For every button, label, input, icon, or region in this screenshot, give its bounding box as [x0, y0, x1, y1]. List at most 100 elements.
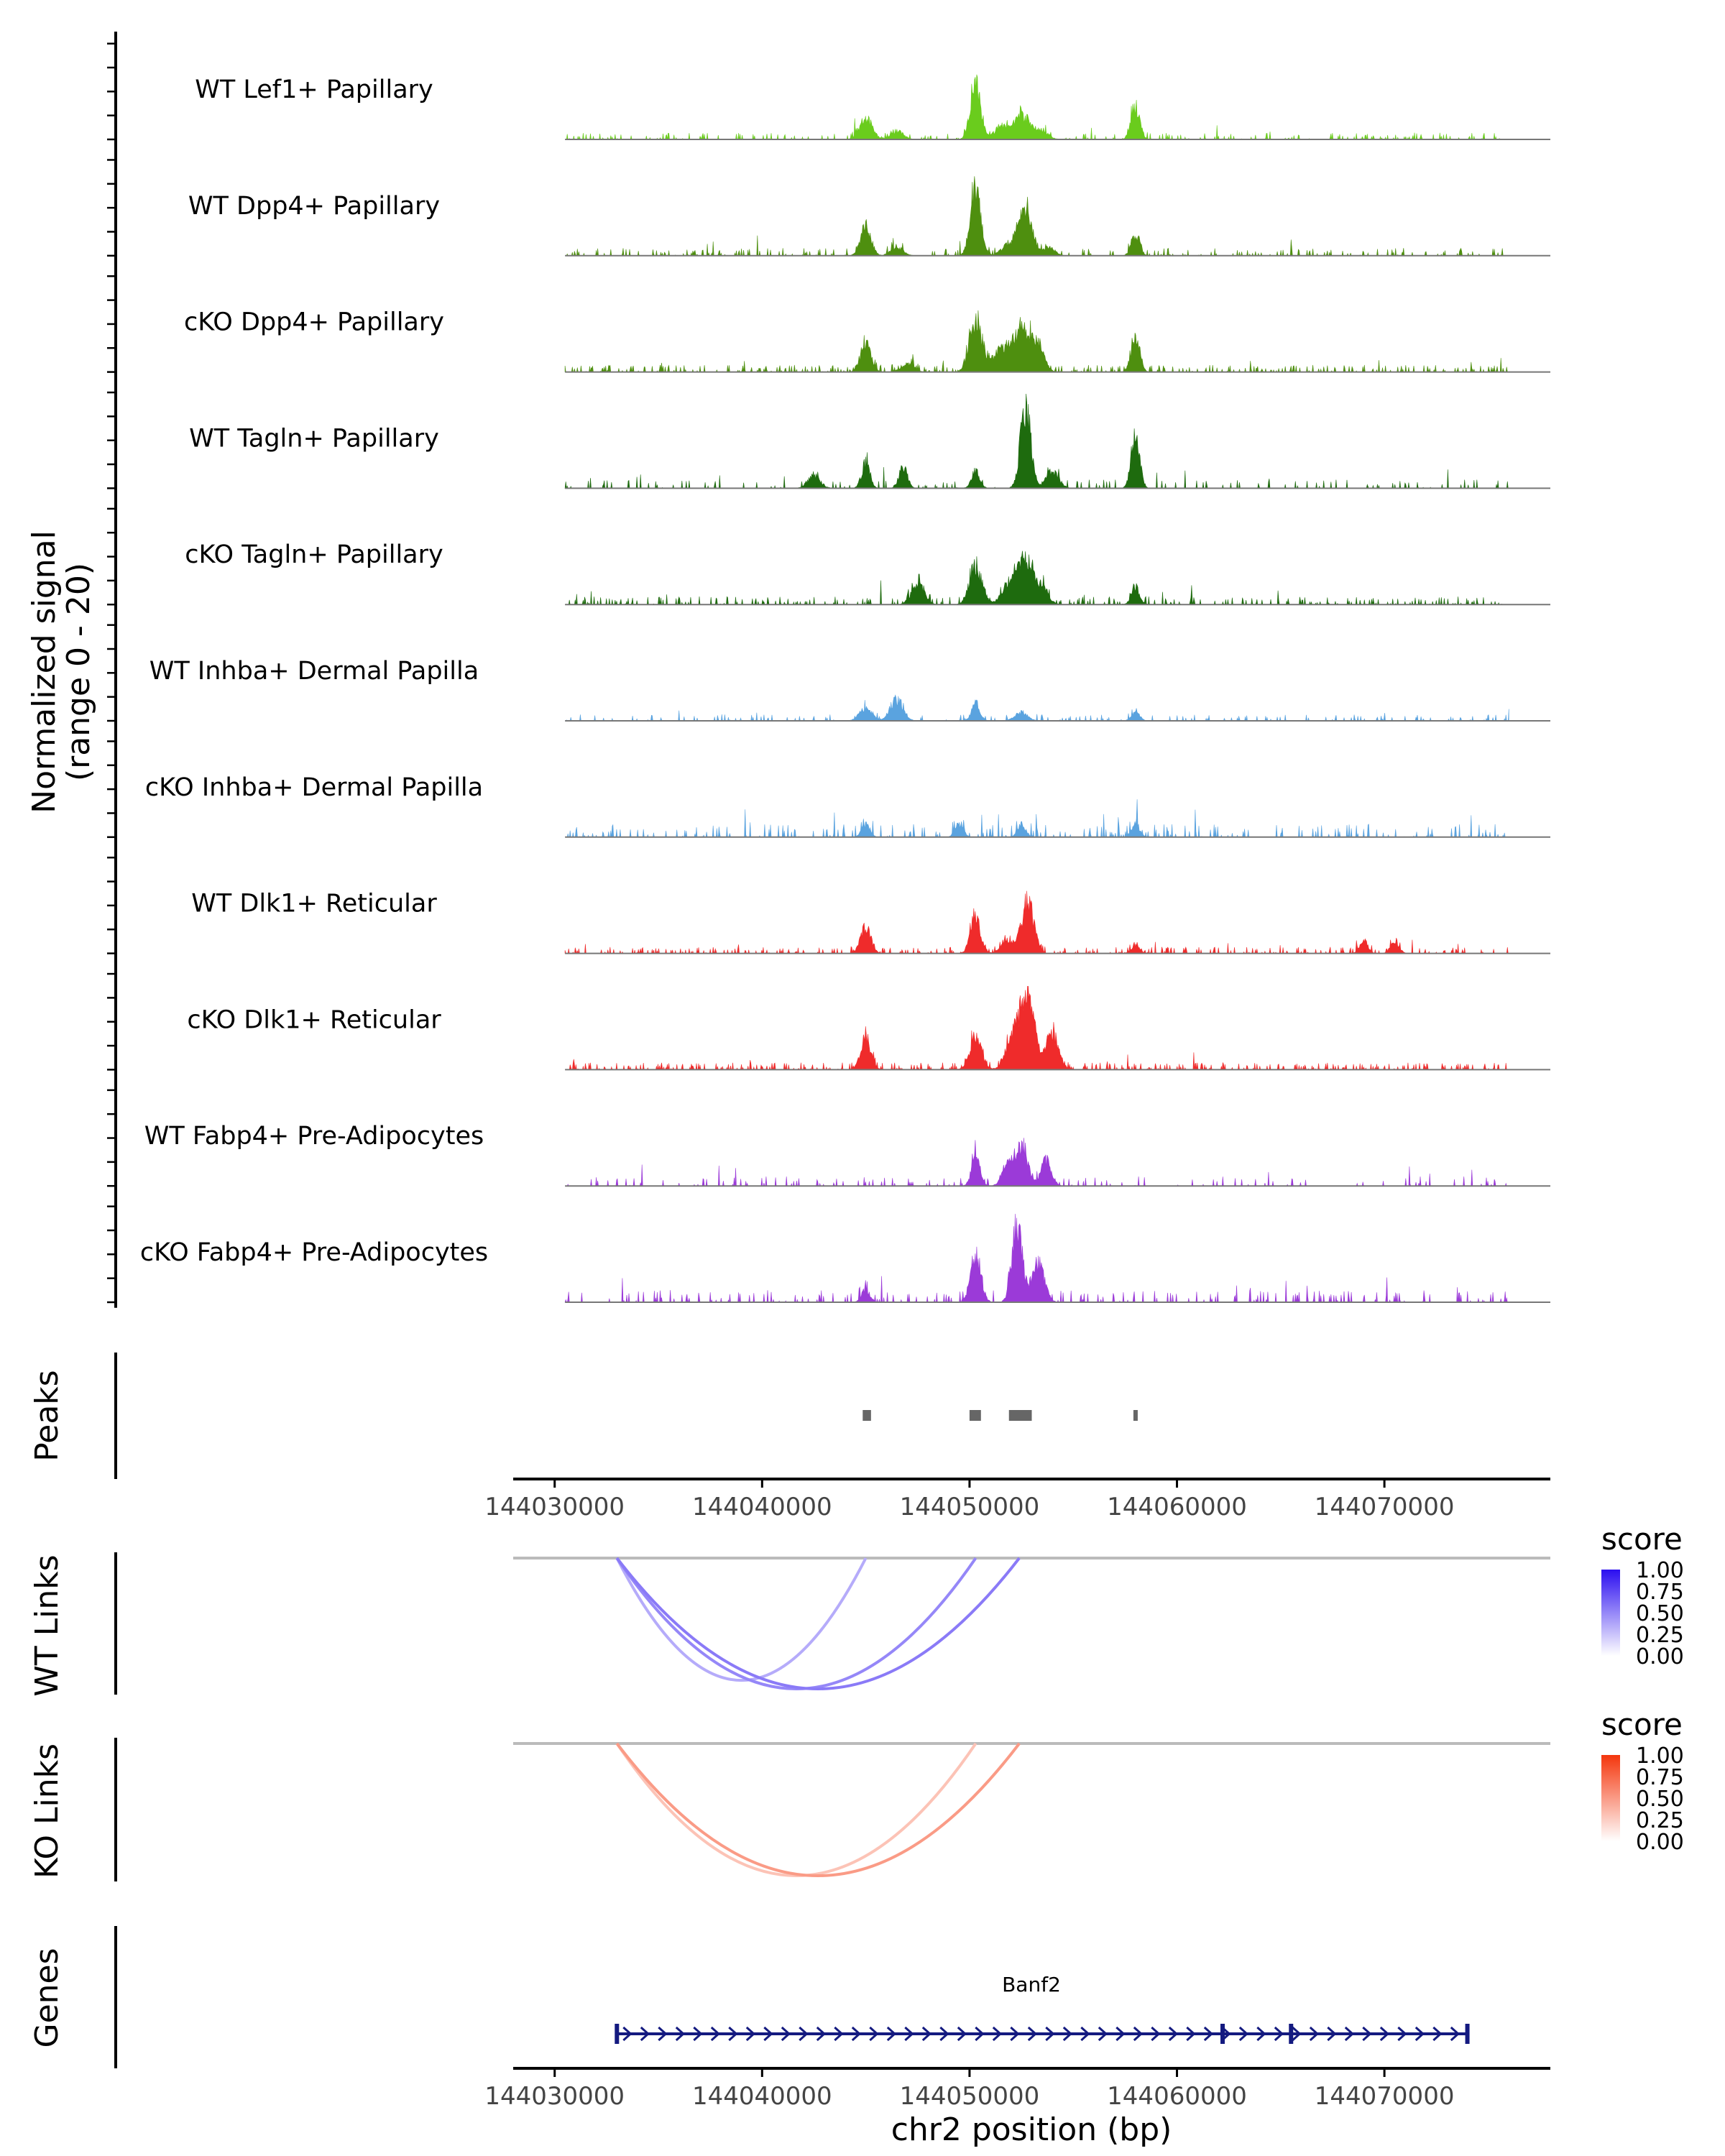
track-label: cKO Inhba+ Dermal Papilla — [145, 773, 483, 802]
strand-arrow — [886, 2026, 897, 2042]
peak-region — [862, 1410, 871, 1421]
coverage-track: cKO Fabp4+ Pre-Adipocytes — [140, 1214, 1550, 1303]
peak-region — [1008, 1410, 1032, 1421]
strand-arrow — [1327, 2026, 1337, 2042]
strand-arrow — [1010, 2026, 1020, 2042]
strand-arrow — [1432, 2026, 1443, 2042]
strand-arrow — [1045, 2026, 1055, 2042]
x-axis-bottom: 144030000 144040000 144050000 144060000 1440… — [484, 2067, 1550, 2111]
legend-tick-label: 0.00 — [1636, 1830, 1684, 1855]
strand-arrow — [1274, 2026, 1284, 2042]
coverage-track: cKO Dpp4+ Papillary — [184, 308, 1550, 373]
coverage-area — [564, 890, 1509, 954]
strand-arrow — [816, 2026, 827, 2042]
strand-arrow — [921, 2026, 932, 2042]
strand-arrow — [1362, 2026, 1372, 2042]
legend-tick-label: 1.00 — [1636, 1743, 1684, 1769]
track-label: WT Dpp4+ Papillary — [188, 192, 440, 221]
strand-arrow — [975, 2026, 985, 2042]
strand-arrow — [710, 2026, 721, 2042]
strand-arrow — [658, 2026, 668, 2042]
strand-arrow — [851, 2026, 862, 2042]
legend-colorbar — [1601, 1570, 1620, 1656]
peak-region — [1133, 1410, 1138, 1421]
coverage-area — [564, 393, 1509, 489]
strand-arrow — [675, 2026, 686, 2042]
legend-colorbar — [1601, 1755, 1620, 1841]
strand-arrow — [1062, 2026, 1073, 2042]
strand-arrow — [622, 2026, 632, 2042]
coverage-area — [564, 310, 1509, 373]
strand-arrow — [1098, 2026, 1108, 2042]
track-label: cKO Fabp4+ Pre-Adipocytes — [140, 1238, 488, 1267]
strand-arrow — [869, 2026, 879, 2042]
coverage-track: WT Fabp4+ Pre-Adipocytes — [144, 1122, 1550, 1187]
strand-arrow — [904, 2026, 914, 2042]
track-label: WT Dlk1+ Reticular — [191, 890, 437, 918]
link-arc — [615, 1742, 1021, 1877]
strand-arrow — [1151, 2026, 1161, 2042]
coverage-track: WT Inhba+ Dermal Papilla — [150, 657, 1550, 722]
coverage-track: WT Dlk1+ Reticular — [191, 890, 1550, 954]
coverage-area — [565, 74, 1509, 141]
strand-arrow — [1379, 2026, 1390, 2042]
gene-exon — [1289, 2024, 1294, 2044]
strand-arrow — [1168, 2026, 1179, 2042]
strand-arrow — [1080, 2026, 1090, 2042]
strand-arrow — [1292, 2026, 1302, 2042]
legend-title: score — [1601, 1521, 1683, 1557]
strand-arrow — [834, 2026, 844, 2042]
strand-arrow — [1186, 2026, 1196, 2042]
link-arc — [615, 1557, 978, 1690]
coverage-area — [565, 1138, 1509, 1187]
peaks-panel: Peaks — [29, 1353, 1138, 1479]
x-tick-label: 144030000 — [484, 2082, 625, 2111]
coverage-track: cKO Inhba+ Dermal Papilla — [145, 773, 1550, 838]
x-axis-top: 144030000 144040000 144050000 144060000 1440… — [484, 1478, 1550, 1521]
legend-tick-label: 0.50 — [1636, 1601, 1684, 1626]
track-label: cKO Dpp4+ Papillary — [184, 308, 444, 337]
strand-arrow — [1133, 2026, 1144, 2042]
strand-arrow — [1309, 2026, 1320, 2042]
coverage-area — [565, 176, 1509, 257]
coverage-track: WT Tagln+ Papillary — [189, 393, 1550, 489]
gene-exon — [1465, 2024, 1470, 2044]
coverage-area — [565, 985, 1509, 1071]
x-tick-label: 144050000 — [900, 2082, 1040, 2111]
x-tick-label: 144070000 — [1315, 1493, 1455, 1521]
gene-name-label: Banf2 — [1002, 1973, 1061, 1996]
link-arc — [615, 1557, 868, 1682]
strand-arrow — [1450, 2026, 1460, 2042]
coverage-area — [565, 694, 1509, 722]
strand-arrow — [799, 2026, 809, 2042]
strand-arrow — [693, 2026, 703, 2042]
coverage-track: WT Dpp4+ Papillary — [188, 176, 1550, 257]
coverage-track: cKO Tagln+ Papillary — [185, 540, 1550, 606]
strand-arrow — [1414, 2026, 1425, 2042]
peak-region — [969, 1410, 981, 1421]
strand-arrow — [1116, 2026, 1126, 2042]
track-label: WT Tagln+ Papillary — [189, 424, 439, 453]
strand-arrow — [745, 2026, 756, 2042]
legend-tick-label: 0.00 — [1636, 1644, 1684, 1669]
track-label: cKO Dlk1+ Reticular — [187, 1005, 441, 1034]
x-axis-title: chr2 position (bp) — [891, 2111, 1172, 2148]
strand-arrow — [1256, 2026, 1266, 2042]
legend-tick-label: 1.00 — [1636, 1558, 1684, 1583]
gene-exon — [615, 2024, 620, 2044]
legend-tick-label: 0.75 — [1636, 1765, 1684, 1790]
strand-arrow — [781, 2026, 791, 2042]
genes-label: Genes — [29, 1948, 65, 2047]
x-tick-label: 144060000 — [1107, 2082, 1247, 2111]
peaks-label: Peaks — [29, 1370, 65, 1461]
coverage-area — [564, 1214, 1509, 1303]
links-label: KO Links — [29, 1743, 65, 1879]
track-label: WT Fabp4+ Pre-Adipocytes — [144, 1122, 484, 1151]
x-tick-label: 144040000 — [692, 1493, 832, 1521]
x-tick-label: 144040000 — [692, 2082, 832, 2111]
signal-axis-label-line2: (range 0 - 20) — [60, 563, 97, 781]
strand-arrow — [728, 2026, 738, 2042]
